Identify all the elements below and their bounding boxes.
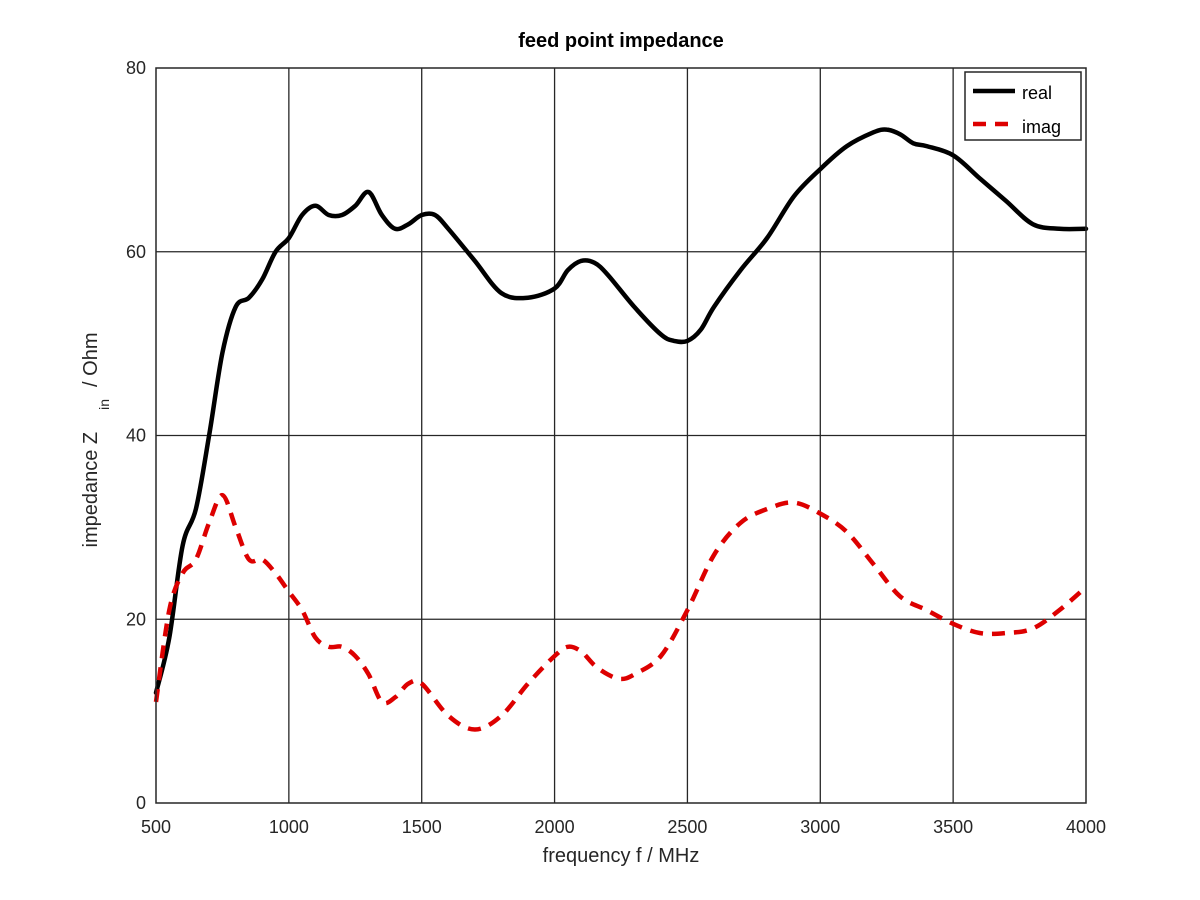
x-axis-label: frequency f / MHz [543, 845, 700, 867]
x-tick-label: 3500 [933, 817, 973, 837]
legend: real imag [964, 71, 1082, 141]
y-tick-label: 20 [126, 609, 146, 629]
y-axis-label: impedance Z in / Ohm [80, 333, 112, 548]
legend-label-imag: imag [1022, 117, 1061, 137]
tick-labels: 500 1000 1500 2000 2500 3000 3500 4000 0 20 40 60 80 [126, 58, 1106, 837]
legend-box [964, 71, 1082, 141]
chart-title: feed point impedance [518, 30, 724, 52]
legend-label-real: real [1022, 83, 1052, 103]
svg-text:impedance Zin/ Ohm: impedance Z in / Ohm [80, 333, 112, 548]
plot-frame [155, 67, 1087, 804]
y-tick-label: 40 [126, 426, 146, 446]
y-axis-label-unit: / Ohm [80, 333, 102, 387]
y-tick-label: 80 [126, 58, 146, 78]
y-axis-label-subscript: in [96, 399, 112, 410]
series-line-imag [153, 492, 1088, 732]
series-group [153, 127, 1089, 732]
grid [156, 68, 1086, 803]
x-tick-label: 1000 [269, 817, 309, 837]
y-tick-label: 0 [136, 793, 146, 813]
x-tick-label: 3000 [800, 817, 840, 837]
y-axis-label-main: impedance Z [80, 432, 102, 548]
series-line-real [153, 127, 1089, 696]
x-tick-label: 2000 [535, 817, 575, 837]
x-tick-label: 4000 [1066, 817, 1106, 837]
x-tick-label: 1500 [402, 817, 442, 837]
x-tick-label: 500 [141, 817, 171, 837]
x-tick-label: 2500 [667, 817, 707, 837]
y-tick-label: 60 [126, 242, 146, 262]
